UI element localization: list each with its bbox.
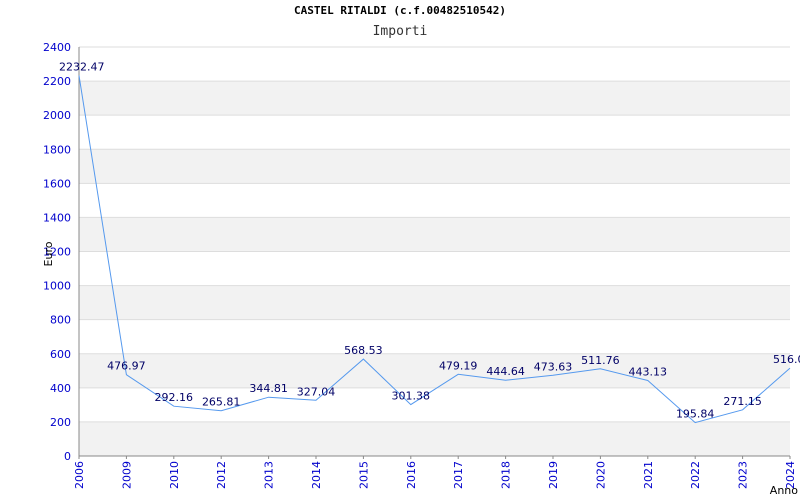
grid-band <box>79 285 790 320</box>
data-label: 443.13 <box>629 365 668 378</box>
x-tick-label: 2024 <box>784 461 797 489</box>
x-axis-label: Anno <box>770 484 798 497</box>
y-tick-label: 1400 <box>43 211 71 224</box>
x-tick-label: 2021 <box>642 461 655 489</box>
data-label: 511.76 <box>581 354 620 367</box>
data-label: 568.53 <box>344 344 383 357</box>
data-label: 473.63 <box>534 360 573 373</box>
y-tick-label: 800 <box>50 314 71 327</box>
y-tick-label: 1600 <box>43 177 71 190</box>
x-tick-label: 2023 <box>737 461 750 489</box>
x-tick-label: 2012 <box>215 461 228 489</box>
data-label: 271.15 <box>723 395 762 408</box>
data-label: 265.81 <box>202 396 241 409</box>
x-tick-label: 2016 <box>405 461 418 489</box>
y-axis-label: Euro <box>42 241 55 266</box>
x-tick-label: 2015 <box>357 461 370 489</box>
x-tick-label: 2013 <box>263 461 276 489</box>
data-label: 516.0 <box>773 353 800 366</box>
y-tick-label: 200 <box>50 416 71 429</box>
x-tick-label: 2014 <box>310 461 323 489</box>
data-label: 476.97 <box>107 360 146 373</box>
y-tick-label: 1000 <box>43 280 71 293</box>
data-label: 344.81 <box>249 382 288 395</box>
y-tick-label: 600 <box>50 348 71 361</box>
y-tick-label: 2000 <box>43 109 71 122</box>
y-tick-label: 2200 <box>43 75 71 88</box>
chart-title: CASTEL RITALDI (c.f.00482510542) <box>294 4 506 17</box>
x-tick-label: 2019 <box>547 461 560 489</box>
chart-subtitle: Importi <box>372 24 428 39</box>
x-tick-label: 2018 <box>500 461 513 489</box>
y-tick-label: 2400 <box>43 41 71 54</box>
grid-band <box>79 81 790 116</box>
y-tick-label: 400 <box>50 382 71 395</box>
x-tick-label: 2020 <box>594 461 607 489</box>
grid-band <box>79 149 790 184</box>
x-tick-label: 2010 <box>168 461 181 489</box>
x-tick-label: 2022 <box>689 461 702 489</box>
data-label: 195.84 <box>676 408 715 421</box>
data-label: 444.64 <box>486 365 525 378</box>
x-tick-label: 2006 <box>73 461 86 489</box>
data-label: 2232.47 <box>59 61 105 74</box>
data-label: 479.19 <box>439 359 478 372</box>
x-tick-label: 2017 <box>452 461 465 489</box>
y-tick-label: 0 <box>64 450 71 463</box>
series-line <box>78 75 791 424</box>
y-tick-label: 1800 <box>43 143 71 156</box>
grid-band <box>79 217 790 252</box>
data-label: 292.16 <box>155 391 194 404</box>
y-tick-label: 1200 <box>43 246 71 259</box>
grid-band <box>79 353 790 388</box>
data-label: 327.04 <box>297 385 336 398</box>
x-tick-label: 2009 <box>120 461 133 489</box>
data-label: 301.38 <box>392 390 431 403</box>
grid-band <box>79 421 790 456</box>
